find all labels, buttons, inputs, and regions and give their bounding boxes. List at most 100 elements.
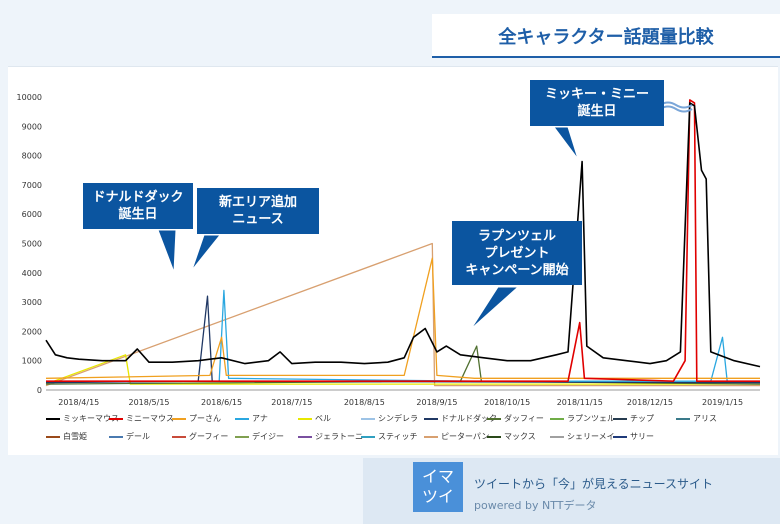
legend-label: シンデレラ (378, 414, 418, 423)
legend-label: 白雪姫 (63, 432, 87, 441)
legend-item: アナ (235, 413, 268, 424)
legend-label: サリー (630, 432, 654, 441)
y-tick-label: 3000 (22, 298, 42, 307)
legend-swatch (235, 417, 249, 420)
legend-label: プーさん (189, 414, 221, 423)
legend-swatch (424, 417, 438, 420)
y-tick-label: 7000 (22, 181, 42, 190)
legend-item: チップ (613, 413, 654, 424)
legend-item: ドナルドダック (424, 413, 497, 424)
legend-item: シンデレラ (361, 413, 418, 424)
legend-item: ベル (298, 413, 331, 424)
axis-break-marker (659, 101, 693, 113)
legend-label: ダッフィー (504, 414, 544, 423)
line-chart: 0 1000 2000 3000 4000 5000 6000 7000 8000 9000 100… (17, 93, 761, 407)
legend-label: アナ (252, 414, 268, 423)
footer-powered-by: powered by NTTデータ (474, 499, 597, 512)
legend-swatch (550, 435, 564, 438)
series-line (46, 289, 760, 382)
legend-label: ピーターパン (441, 432, 490, 441)
series-line (45, 354, 760, 385)
legend-label: スティッチ (378, 432, 418, 441)
legend-item: ミニーマウス (109, 413, 174, 424)
y-tick-label: 6000 (22, 210, 42, 219)
chart-title: 全キャラクター話題量比較 (498, 27, 714, 48)
legend-item: グーフィー (172, 431, 228, 442)
legend-swatch (172, 435, 186, 438)
logo-text-line: イマ (421, 467, 454, 486)
callout-pointer (191, 234, 222, 271)
title-bar: 全キャラクター話題量比較 (432, 14, 780, 58)
callout-text: ミッキー・ミニー 誕生日 (544, 87, 649, 119)
legend-swatch (109, 435, 123, 438)
x-tick-label: 2019/1/15 (702, 398, 743, 407)
x-tick-label: 2018/4/15 (58, 398, 99, 407)
series-line (45, 102, 761, 368)
callout-text: 新エリア追加 ニュース (218, 195, 297, 227)
legend-item: プーさん (172, 413, 221, 424)
series-line (45, 295, 761, 384)
legend-label: アリス (693, 414, 717, 423)
legend-swatch (109, 417, 123, 420)
legend-item: デイジー (235, 431, 284, 442)
x-tick-label: 2018/9/15 (416, 398, 457, 407)
legend-row: ミッキーマウス ミニーマウス プーさん アナ ベル シンデレラ ドナルドダック ダッフィー ラプ… (46, 413, 746, 431)
callout-pointer (553, 126, 579, 160)
legend-item: シェリーメイ (550, 431, 615, 442)
legend-label: ドナルドダック (441, 414, 497, 423)
x-tick-label: 2018/6/15 (201, 398, 242, 407)
legend: ミッキーマウス ミニーマウス プーさん アナ ベル シンデレラ ドナルドダック ダッフィー ラプ… (46, 413, 746, 449)
series-line (45, 242, 760, 387)
legend-swatch (424, 435, 438, 438)
legend-item: ピーターパン (424, 431, 489, 442)
legend-item: ダッフィー (487, 413, 544, 424)
imatsui-logo: イマ ツイ (413, 462, 463, 512)
callout-pointer (470, 286, 520, 330)
x-tick-label: 2018/10/15 (484, 398, 530, 407)
legend-item: サリー (613, 431, 654, 442)
chart-card: 0 1000 2000 3000 4000 5000 6000 7000 8000 9000 100… (8, 66, 778, 455)
callout-pointer (157, 229, 177, 273)
legend-item: マックス (487, 431, 536, 442)
series-line (46, 99, 760, 383)
legend-swatch (298, 417, 312, 420)
legend-label: シェリーメイ (567, 432, 615, 441)
x-tick-label: 2018/8/15 (344, 398, 385, 407)
callout-text: ラプンツェル プレゼント キャンペーン開始 (465, 228, 569, 278)
legend-swatch (172, 417, 186, 420)
legend-label: ジェラトーニ (315, 432, 363, 441)
y-tick-label: 5000 (22, 240, 42, 249)
legend-label: マックス (504, 432, 536, 441)
legend-item: デール (109, 431, 150, 442)
x-tick-label: 2018/5/15 (128, 398, 169, 407)
legend-swatch (361, 417, 375, 420)
legend-label: ラプンツェル (567, 414, 615, 423)
legend-swatch (550, 417, 564, 420)
legend-label: チップ (630, 414, 654, 423)
legend-label: デイジー (252, 432, 284, 441)
y-tick-label: 10000 (17, 93, 42, 102)
x-tick-label: 2018/12/15 (627, 398, 673, 407)
x-tick-label: 2018/11/15 (557, 398, 603, 407)
legend-swatch (361, 435, 375, 438)
legend-label: ベル (315, 414, 331, 423)
legend-swatch (46, 435, 60, 438)
legend-label: グーフィー (189, 432, 229, 441)
legend-item: ミッキーマウス (46, 413, 119, 424)
callout-donald: ドナルドダック 誕生日 (83, 183, 193, 229)
legend-swatch (46, 417, 60, 420)
legend-swatch (613, 435, 627, 438)
y-tick-label: 2000 (22, 327, 42, 336)
legend-item: スティッチ (361, 431, 418, 442)
callout-rapunzel: ラプンツェル プレゼント キャンペーン開始 (452, 221, 582, 285)
y-tick-label: 1000 (22, 357, 42, 366)
logo-text-line: ツイ (421, 487, 454, 506)
legend-item: ラプンツェル (550, 413, 615, 424)
y-tick-label: 0 (37, 386, 42, 395)
y-tick-label: 8000 (22, 152, 42, 161)
x-tick-label: 2018/7/15 (271, 398, 312, 407)
legend-row: 白雪姫 デール グーフィー デイジー ジェラトーニ スティッチ ピーターパン マックス シェリー… (46, 431, 746, 449)
legend-swatch (298, 435, 312, 438)
callout-mickey-minnie: ミッキー・ミニー 誕生日 (530, 80, 664, 126)
legend-label: デール (126, 432, 150, 441)
